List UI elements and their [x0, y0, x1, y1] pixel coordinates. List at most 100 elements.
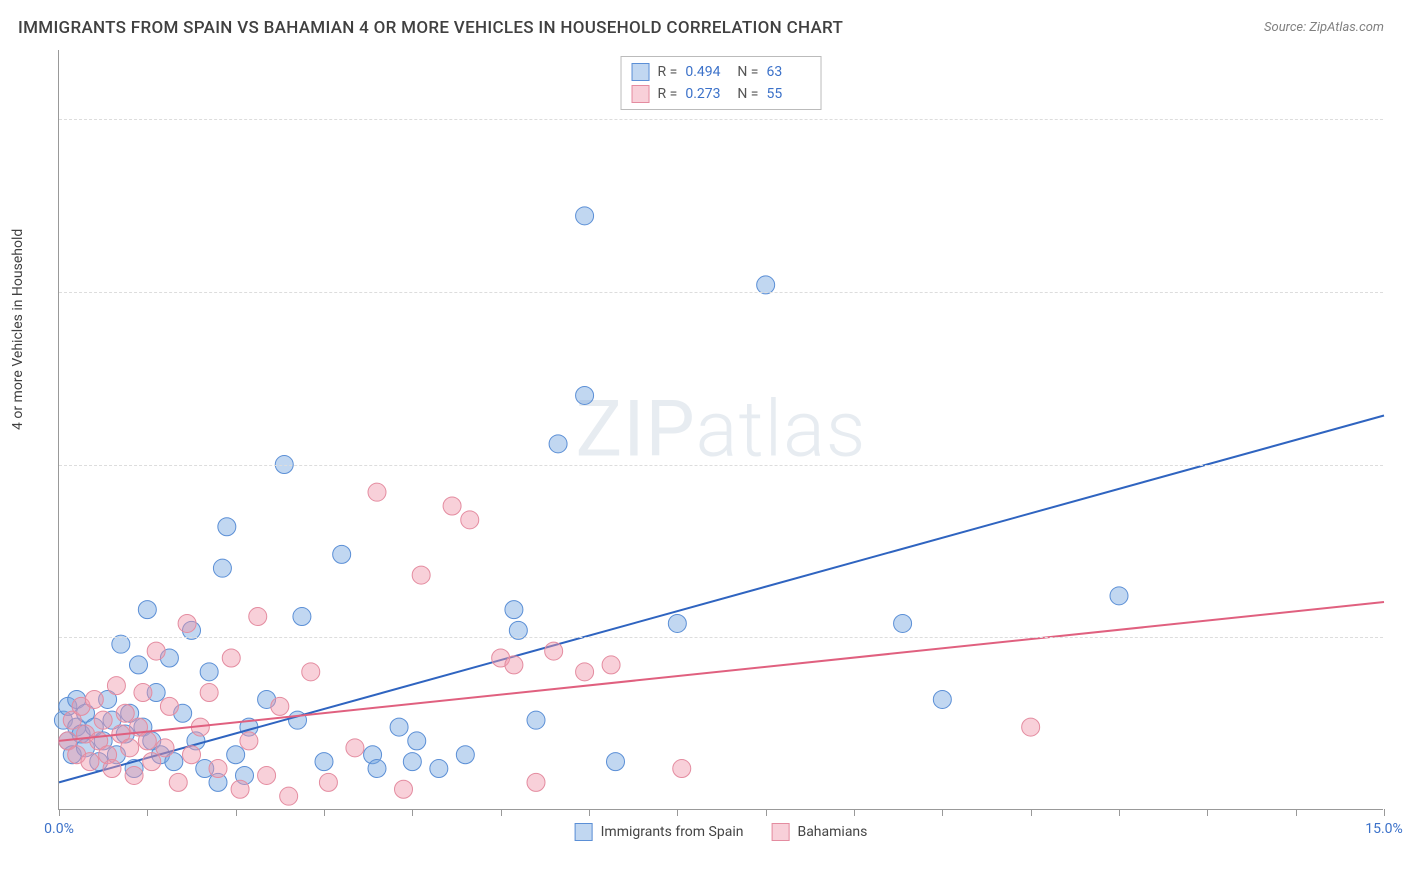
legend-item-bahamians: Bahamians	[771, 823, 867, 841]
x-tick	[854, 809, 855, 816]
gridline	[59, 465, 1383, 466]
x-tick	[412, 809, 413, 816]
x-tick	[1207, 809, 1208, 816]
data-point	[527, 711, 545, 729]
regression-line	[59, 415, 1384, 782]
data-point	[103, 760, 121, 778]
data-point	[368, 760, 386, 778]
data-point	[271, 697, 289, 715]
data-point	[213, 559, 231, 577]
data-point	[315, 753, 333, 771]
source-text: Source: ZipAtlas.com	[1264, 20, 1384, 35]
data-point	[227, 746, 245, 764]
data-point	[134, 684, 152, 702]
gridline	[59, 292, 1383, 293]
x-tick	[677, 809, 678, 816]
data-point	[333, 545, 351, 563]
chart-svg	[59, 50, 1383, 809]
data-point	[576, 386, 594, 404]
data-point	[412, 566, 430, 584]
data-point	[94, 711, 112, 729]
x-tick-label: 0.0%	[44, 821, 74, 837]
x-tick	[147, 809, 148, 816]
swatch-pink-icon	[771, 823, 789, 841]
x-tick	[589, 809, 590, 816]
data-point	[673, 760, 691, 778]
x-tick	[324, 809, 325, 816]
data-point	[143, 753, 161, 771]
data-point	[602, 656, 620, 674]
data-point	[130, 656, 148, 674]
data-point	[390, 718, 408, 736]
data-point	[218, 518, 236, 536]
data-point	[505, 656, 523, 674]
x-tick	[766, 809, 767, 816]
plot-area: ZIPatlas R = 0.494 N = 63 R = 0.273 N = …	[58, 50, 1383, 810]
x-tick	[501, 809, 502, 816]
legend-series: Immigrants from Spain Bahamians	[575, 823, 868, 841]
data-point	[293, 608, 311, 626]
data-point	[456, 746, 474, 764]
data-point	[1022, 718, 1040, 736]
data-point	[160, 697, 178, 715]
chart-title: IMMIGRANTS FROM SPAIN VS BAHAMIAN 4 OR M…	[18, 18, 843, 38]
data-point	[933, 690, 951, 708]
data-point	[549, 435, 567, 453]
data-point	[200, 663, 218, 681]
data-point	[169, 773, 187, 791]
data-point	[576, 663, 594, 681]
data-point	[894, 614, 912, 632]
data-point	[607, 753, 625, 771]
legend-item-spain: Immigrants from Spain	[575, 823, 744, 841]
data-point	[430, 760, 448, 778]
data-point	[156, 739, 174, 757]
data-point	[545, 642, 563, 660]
data-point	[209, 760, 227, 778]
data-point	[258, 766, 276, 784]
x-tick	[942, 809, 943, 816]
data-point	[346, 739, 364, 757]
data-point	[368, 483, 386, 501]
x-tick	[1384, 809, 1385, 816]
y-axis-label: 4 or more Vehicles in Household	[10, 229, 26, 430]
data-point	[319, 773, 337, 791]
x-tick	[236, 809, 237, 816]
data-point	[138, 732, 156, 750]
data-point	[240, 732, 258, 750]
data-point	[461, 511, 479, 529]
x-tick-label: 15.0%	[1365, 821, 1403, 837]
data-point	[125, 766, 143, 784]
gridline	[59, 119, 1383, 120]
data-point	[403, 753, 421, 771]
data-point	[505, 601, 523, 619]
data-point	[138, 601, 156, 619]
data-point	[178, 614, 196, 632]
x-tick	[1119, 809, 1120, 816]
data-point	[107, 677, 125, 695]
data-point	[302, 663, 320, 681]
data-point	[576, 207, 594, 225]
data-point	[408, 732, 426, 750]
data-point	[183, 746, 201, 764]
x-tick	[1296, 809, 1297, 816]
data-point	[222, 649, 240, 667]
data-point	[200, 684, 218, 702]
swatch-blue-icon	[575, 823, 593, 841]
x-tick	[1031, 809, 1032, 816]
data-point	[443, 497, 461, 515]
data-point	[1110, 587, 1128, 605]
x-tick	[59, 809, 60, 816]
data-point	[116, 704, 134, 722]
data-point	[81, 753, 99, 771]
data-point	[527, 773, 545, 791]
data-point	[121, 739, 139, 757]
data-point	[249, 608, 267, 626]
gridline	[59, 637, 1383, 638]
data-point	[231, 780, 249, 798]
data-point	[395, 780, 413, 798]
data-point	[668, 614, 686, 632]
data-point	[85, 690, 103, 708]
data-point	[147, 642, 165, 660]
legend-label: Bahamians	[797, 824, 867, 840]
legend-label: Immigrants from Spain	[601, 824, 744, 840]
